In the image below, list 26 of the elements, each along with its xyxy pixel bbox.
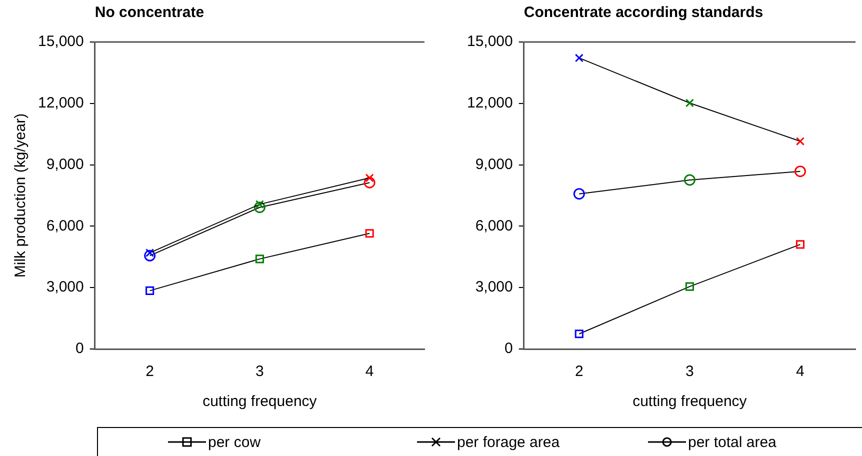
legend-label: per forage area [457, 434, 560, 450]
x-tick-label: 4 [365, 363, 374, 380]
x-axis-title: cutting frequency [202, 393, 318, 410]
x-tick-label: 2 [574, 363, 584, 380]
y-tick-label: 3,000 [475, 278, 513, 296]
y-tick-label: 6,000 [475, 217, 513, 234]
y-tick-label: 6,000 [46, 217, 84, 234]
chart-title: No concentrate [94, 4, 204, 22]
x-tick-label: 3 [256, 363, 264, 380]
y-tick-label: 9,000 [46, 156, 84, 173]
y-tick-label: 0 [76, 340, 84, 358]
legend-label: per cow [208, 434, 261, 450]
x-tick-label: 4 [796, 363, 804, 380]
y-tick-label: 9,000 [475, 156, 513, 173]
y-tick-label: 15,000 [38, 33, 84, 50]
y-tick-label: 12,000 [38, 94, 84, 112]
legend-label: per total area [688, 434, 776, 450]
y-axis-title: Milk production (kg/year) [12, 113, 30, 278]
x-tick-label: 3 [686, 363, 694, 380]
x-tick-label: 2 [146, 363, 154, 380]
y-tick-label: 3,000 [46, 278, 84, 296]
y-tick-label: 15,000 [466, 33, 513, 50]
y-tick-label: 12,000 [466, 94, 513, 112]
chart-title: Concentrate according standards [524, 4, 764, 22]
y-tick-label: 0 [504, 340, 513, 358]
x-axis-title: cutting frequency [632, 393, 748, 410]
